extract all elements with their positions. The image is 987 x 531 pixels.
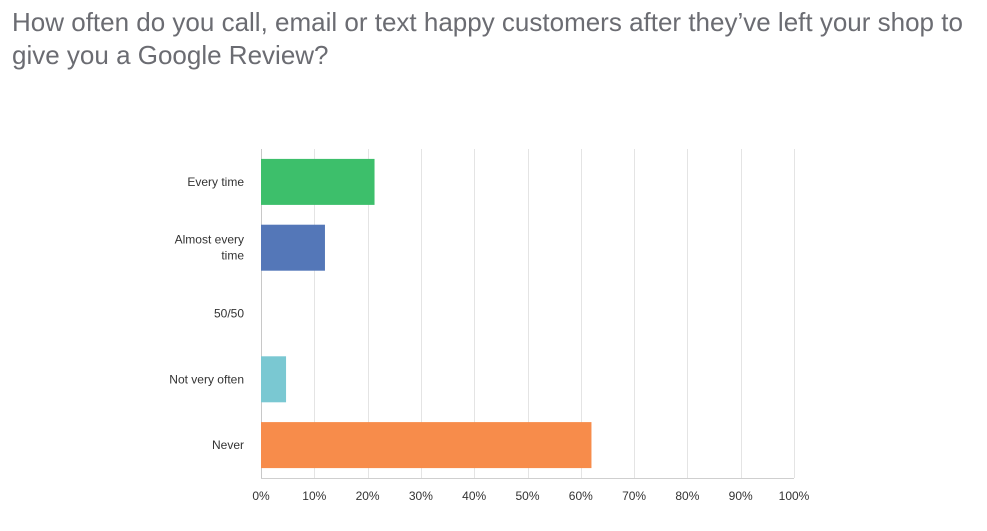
value-axis: 0% 10% 20% 30% 40% 50% 60% 70% 80% 90% 100% — [252, 489, 809, 503]
category-axis: Every time Almost every time 50/50 Not very … — [169, 175, 244, 452]
tick-label-0: 0% — [252, 489, 270, 503]
tick-label-30: 30% — [409, 489, 433, 503]
category-label-almost-every-time: Almost every time — [175, 233, 245, 263]
category-label-not-very-often: Not very often — [169, 372, 244, 386]
tick-label-100: 100% — [779, 489, 810, 503]
tick-label-70: 70% — [622, 489, 646, 503]
category-label-50-50: 50/50 — [214, 307, 244, 321]
tick-label-90: 90% — [729, 489, 753, 503]
bar-not-very-often[interactable] — [261, 356, 287, 403]
tick-label-80: 80% — [675, 489, 699, 503]
tick-label-50: 50% — [515, 489, 539, 503]
tick-label-20: 20% — [356, 489, 380, 503]
category-label-never: Never — [212, 438, 244, 452]
bars — [261, 158, 592, 469]
tick-label-10: 10% — [302, 489, 326, 503]
bar-almost-every-time[interactable] — [261, 224, 325, 271]
tick-label-40: 40% — [462, 489, 486, 503]
question-title: How often do you call, email or text hap… — [12, 7, 963, 70]
tick-label-60: 60% — [569, 489, 593, 503]
bar-never[interactable] — [261, 422, 592, 469]
category-label-every-time: Every time — [187, 175, 244, 189]
bar-every-time[interactable] — [261, 158, 375, 205]
